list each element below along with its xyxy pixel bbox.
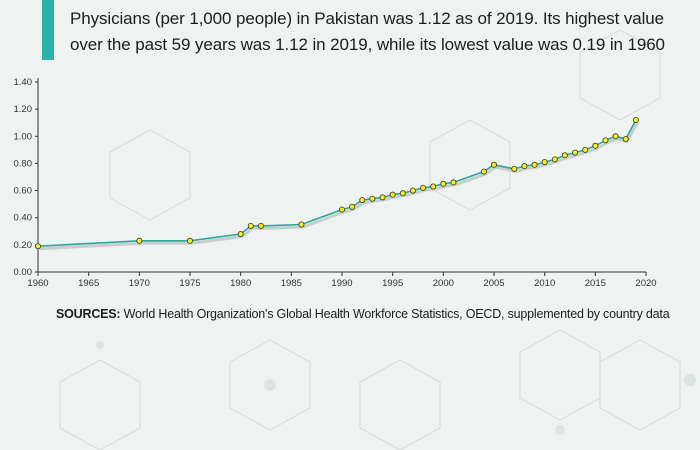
data-point (440, 180, 447, 187)
x-tick-label: 1980 (230, 278, 251, 289)
data-point (430, 183, 437, 190)
data-point (399, 190, 406, 197)
chart-axes: 0.00 0.20 0.40 0.60 0.80 1.00 1.20 1.40 1960 1965… (14, 77, 657, 289)
y-tick-label: 1.20 (14, 104, 33, 115)
data-point (420, 184, 427, 191)
data-point (35, 243, 42, 250)
x-tick-label: 1960 (27, 278, 48, 289)
data-point (409, 187, 416, 194)
data-point (592, 142, 599, 149)
x-tick-label: 2005 (483, 278, 504, 289)
data-point (389, 191, 396, 198)
x-tick-label: 2000 (433, 278, 454, 289)
data-point (450, 179, 457, 186)
sources-text: World Health Organization's Global Healt… (123, 307, 670, 321)
data-point (379, 194, 386, 201)
data-point (359, 197, 366, 204)
data-point (247, 222, 254, 229)
data-point (480, 168, 487, 175)
chart-plot-area (35, 117, 639, 251)
data-point (561, 152, 568, 159)
x-tick-label: 1970 (129, 278, 150, 289)
x-tick-label: 1975 (179, 278, 200, 289)
data-point (257, 222, 264, 229)
data-point (136, 237, 143, 244)
series-line-shadow (39, 121, 639, 251)
data-point (237, 230, 244, 237)
x-tick-label: 1995 (382, 278, 403, 289)
data-point (582, 146, 589, 153)
data-point (632, 117, 639, 124)
y-tick-label: 1.00 (14, 131, 33, 142)
data-point (298, 221, 305, 228)
data-point (622, 136, 629, 143)
y-tick-label: 0.20 (14, 240, 33, 251)
data-point (511, 165, 518, 172)
x-tick-label: 2010 (534, 278, 555, 289)
data-point (551, 156, 558, 163)
x-tick-label: 2020 (635, 278, 656, 289)
data-point (338, 206, 345, 213)
x-tick-label: 2015 (585, 278, 606, 289)
data-point (521, 163, 528, 170)
line-chart: 0.00 0.20 0.40 0.60 0.80 1.00 1.20 1.40 1960 1965… (14, 77, 657, 289)
data-point (186, 237, 193, 244)
x-tick-label: 1965 (78, 278, 99, 289)
chart-headline: Physicians (per 1,000 people) in Pakista… (70, 9, 665, 54)
data-point (541, 159, 548, 166)
x-tick-label: 1990 (331, 278, 352, 289)
data-point (369, 195, 376, 202)
data-point (349, 203, 356, 210)
data-point (531, 161, 538, 168)
x-tick-label: 1985 (281, 278, 302, 289)
data-point (602, 137, 609, 144)
data-point (612, 133, 619, 140)
y-tick-label: 0.80 (14, 158, 33, 169)
data-point (490, 161, 497, 168)
y-tick-label: 0.40 (14, 213, 33, 224)
y-tick-label: 1.40 (14, 77, 33, 88)
sources-note: SOURCES: World Health Organization's Glo… (56, 307, 696, 321)
sources-label: SOURCES: (56, 307, 121, 321)
series-line (37, 119, 637, 247)
y-tick-label: 0.60 (14, 186, 33, 197)
y-tick-label: 0.00 (14, 267, 33, 278)
accent-bar (42, 0, 54, 60)
data-point (572, 149, 579, 156)
